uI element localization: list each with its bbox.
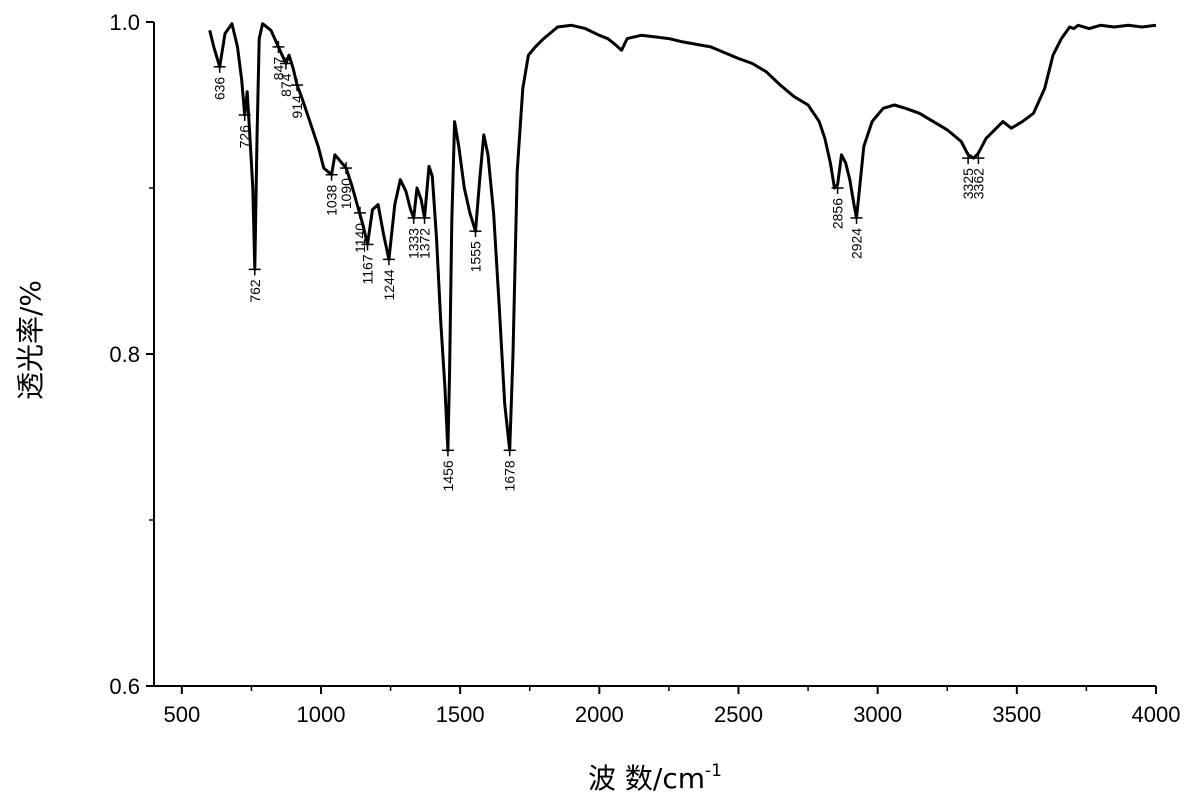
y-tick-label: 0.8 xyxy=(109,342,140,367)
peak-label: 874 xyxy=(278,73,294,97)
peak-label: 1090 xyxy=(338,178,354,209)
x-axis-title-text: 波 数/cm xyxy=(588,762,705,795)
x-tick-label: 3500 xyxy=(992,702,1041,727)
peak-label: 762 xyxy=(247,279,263,303)
peak-label: 1333 xyxy=(406,228,422,259)
peak-label: 1244 xyxy=(381,269,397,300)
peak-label: 1038 xyxy=(324,184,340,215)
y-axis-title: 透光率/% xyxy=(14,280,47,400)
peak-label: 1140 xyxy=(352,223,368,253)
y-tick-label: 0.6 xyxy=(109,674,140,699)
x-tick-label: 1000 xyxy=(297,702,346,727)
peak-label: 1555 xyxy=(468,241,484,272)
peak-label: 914 xyxy=(289,95,305,119)
spectrum-line xyxy=(208,22,1157,452)
x-tick-label: 500 xyxy=(163,702,200,727)
peak-label: 1167 xyxy=(360,254,376,284)
peak-label: 847 xyxy=(270,57,286,81)
peak-label: 726 xyxy=(237,125,253,149)
y-tick-label: 1.0 xyxy=(109,10,140,35)
x-tick-label: 2500 xyxy=(714,702,763,727)
peak-label: 2924 xyxy=(849,228,865,259)
x-tick-label: 1500 xyxy=(436,702,485,727)
x-axis-title-superscript: -1 xyxy=(705,761,722,781)
y-ticks: 0.6 0.8 1.0 xyxy=(109,10,154,699)
peak-label: 1372 xyxy=(417,228,433,259)
x-tick-label: 3000 xyxy=(853,702,902,727)
peak-label: 2856 xyxy=(830,198,846,229)
peak-label: 636 xyxy=(212,77,228,101)
x-tick-label: 4000 xyxy=(1132,702,1181,727)
peak-label: 3325 xyxy=(960,168,976,199)
x-ticks: 500 1000 1500 2000 2500 3000 3500 4000 xyxy=(163,686,1180,727)
peak-label: 1678 xyxy=(502,460,518,491)
peak-label: 1456 xyxy=(440,460,456,491)
x-axis-title: 波 数/cm-1 xyxy=(588,761,722,795)
x-tick-label: 2000 xyxy=(575,702,624,727)
peak-label: 3362 xyxy=(970,168,986,199)
axes xyxy=(153,22,1156,687)
